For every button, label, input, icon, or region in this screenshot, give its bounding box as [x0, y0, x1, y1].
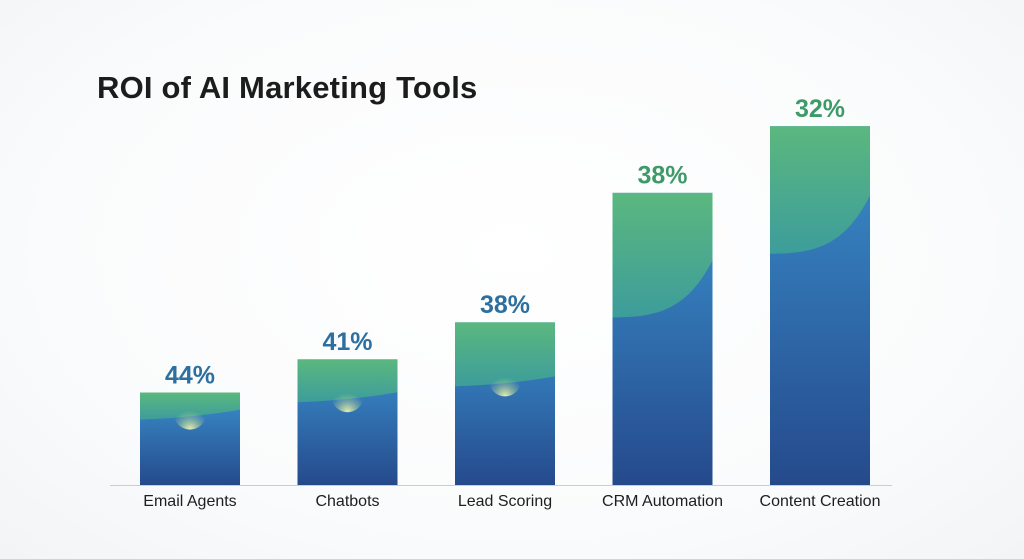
category-label: CRM Automation: [602, 493, 723, 510]
bar-crm-automation: [612, 192, 713, 485]
category-label: Lead Scoring: [458, 493, 552, 510]
bar-lead-scoring: [455, 322, 555, 485]
value-label: 32%: [795, 95, 845, 123]
chart-title: ROI of AI Marketing Tools: [97, 70, 478, 105]
value-label: 44%: [165, 362, 215, 390]
category-label: Content Creation: [760, 493, 881, 510]
value-label: 38%: [637, 162, 687, 190]
value-label: 41%: [322, 328, 372, 356]
category-label: Email Agents: [143, 493, 236, 510]
bars-layer: [140, 126, 870, 485]
labels-layer: 44% Email Agents 41% Chatbots 38% Lead Scorin…: [143, 95, 880, 510]
bar-chatbots: [297, 359, 398, 485]
value-label: 38%: [480, 291, 530, 319]
category-label: Chatbots: [315, 493, 379, 510]
bar-content-creation: [770, 126, 870, 485]
bar-email-agents: [140, 392, 240, 485]
